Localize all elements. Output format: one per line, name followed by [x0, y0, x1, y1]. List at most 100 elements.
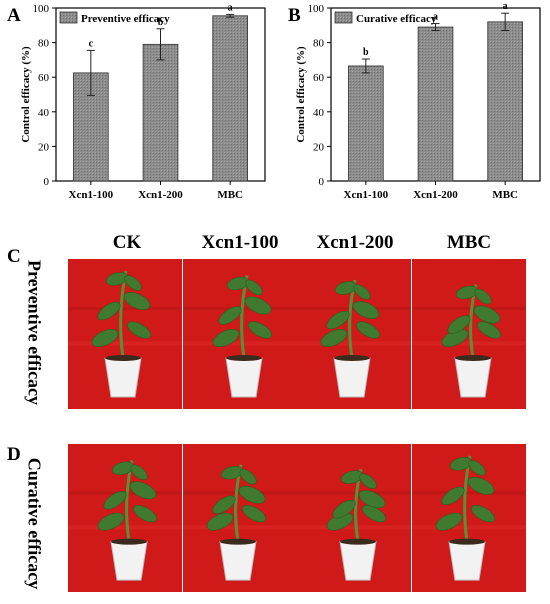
legend-swatch	[59, 11, 78, 24]
cloth-fold	[297, 491, 411, 495]
panel-label-d: D	[7, 444, 21, 465]
x-tick-label: Xcn1-200	[138, 189, 183, 201]
plant-leaf	[218, 306, 241, 325]
y-tick-label: 80	[313, 38, 325, 50]
plant-leaf	[212, 495, 235, 514]
plant-pot	[104, 357, 142, 398]
bar	[348, 65, 384, 182]
plant-leaf	[241, 505, 266, 523]
y-tick-label: 0	[319, 176, 325, 188]
plant-leaf	[123, 292, 151, 310]
plant-leaf	[97, 301, 121, 321]
plant-leaf	[476, 321, 501, 339]
y-tick-label: 80	[38, 38, 50, 50]
y-tick-label: 60	[38, 72, 50, 84]
column-header-xcn1-200: Xcn1-200	[316, 232, 394, 253]
y-tick-label: 20	[38, 141, 50, 153]
x-tick-label: MBC	[492, 189, 518, 201]
plant-pot	[453, 357, 492, 398]
cloth-fold	[411, 491, 526, 495]
cloth-fold	[182, 341, 297, 346]
plant-leaf	[353, 284, 371, 300]
cloth-fold	[68, 307, 182, 310]
plant-photo-preventive-1	[182, 259, 297, 409]
panel-label-c: C	[7, 246, 21, 267]
y-tick-label: 60	[313, 72, 325, 84]
cloth-fold	[68, 341, 182, 346]
plant-leaf	[244, 296, 271, 315]
y-axis-label: Control efficacy (%)	[295, 46, 307, 143]
significance-label: a	[228, 2, 233, 13]
plant-pot	[339, 541, 377, 581]
plant-leaf	[320, 329, 348, 347]
x-tick-label: Xcn1-100	[344, 189, 389, 201]
pot-soil	[105, 355, 141, 361]
curative-photo-row	[68, 444, 526, 592]
plant-photo-curative-3	[411, 444, 526, 592]
legend-label: Preventive efficacy	[81, 13, 170, 25]
significance-label: a	[503, 1, 508, 12]
significance-label: c	[89, 38, 94, 49]
preventive-efficacy-chart: 0 20 40 60 80 100 Control efficacy (%) c Xcn1-10…	[20, 2, 266, 201]
pot-soil	[454, 355, 491, 361]
row-label-preventive: Preventive efficacy	[24, 259, 45, 406]
y-tick-label: 40	[38, 107, 50, 119]
bar	[487, 21, 523, 182]
cloth-fold	[182, 525, 297, 530]
plant-pot	[224, 357, 263, 398]
y-axis-label: Control efficacy (%)	[20, 46, 32, 143]
plant-leaf	[247, 321, 272, 339]
plant-leaf	[470, 505, 495, 523]
y-tick-label: 100	[308, 3, 325, 15]
plant-leaf	[133, 505, 157, 523]
x-tick-label: Xcn1-200	[413, 189, 458, 201]
preventive-photo-row	[68, 259, 526, 409]
significance-label: b	[363, 47, 369, 58]
plant-leaf	[359, 473, 377, 489]
plant-leaf	[441, 486, 464, 506]
significance-label: a	[433, 12, 438, 23]
plant-pot	[333, 357, 371, 398]
plant-photo-curative-1	[182, 444, 297, 592]
x-tick-label: MBC	[217, 189, 243, 201]
bar	[212, 15, 248, 182]
bar	[142, 43, 179, 182]
plant-leaf	[435, 512, 462, 531]
plant-leaf	[332, 499, 356, 519]
plant-leaf	[473, 288, 492, 305]
plant-leaf	[447, 315, 470, 334]
plant-leaf	[130, 464, 148, 481]
plant-pot	[110, 541, 148, 581]
column-header-ck: CK	[112, 232, 142, 253]
plant-leaf	[356, 321, 380, 339]
plant-photo-preventive-3	[411, 259, 526, 409]
pot-soil	[334, 355, 370, 361]
legend-swatch	[334, 11, 353, 24]
cloth-fold	[297, 341, 411, 346]
cloth-fold	[411, 525, 526, 530]
significance-label: b	[158, 17, 164, 28]
y-tick-label: 20	[313, 141, 325, 153]
plant-photo-curative-0	[68, 444, 182, 592]
plant-leaf	[91, 329, 119, 347]
plant-leaf	[238, 468, 257, 485]
plant-leaf	[97, 512, 125, 531]
cloth-fold	[68, 525, 182, 530]
plant-leaf	[352, 301, 380, 319]
cloth-fold	[411, 341, 526, 346]
y-tick-label: 40	[313, 107, 325, 119]
pot-soil	[225, 355, 262, 361]
pot-soil	[111, 538, 147, 545]
legend-label: Curative efficacy	[356, 13, 437, 25]
plant-leaf	[244, 279, 263, 296]
pot-soil	[340, 538, 376, 545]
panel-label-b: B	[288, 5, 301, 26]
plant-photo-preventive-2	[297, 259, 411, 409]
plant-leaf	[362, 505, 386, 523]
plant-leaf	[103, 491, 127, 510]
row-label-curative: Curative efficacy	[24, 457, 45, 590]
plant-leaf	[473, 305, 500, 324]
plant-photo-curative-2	[297, 444, 411, 592]
pot-soil	[448, 538, 485, 545]
plant-leaf	[358, 490, 386, 509]
